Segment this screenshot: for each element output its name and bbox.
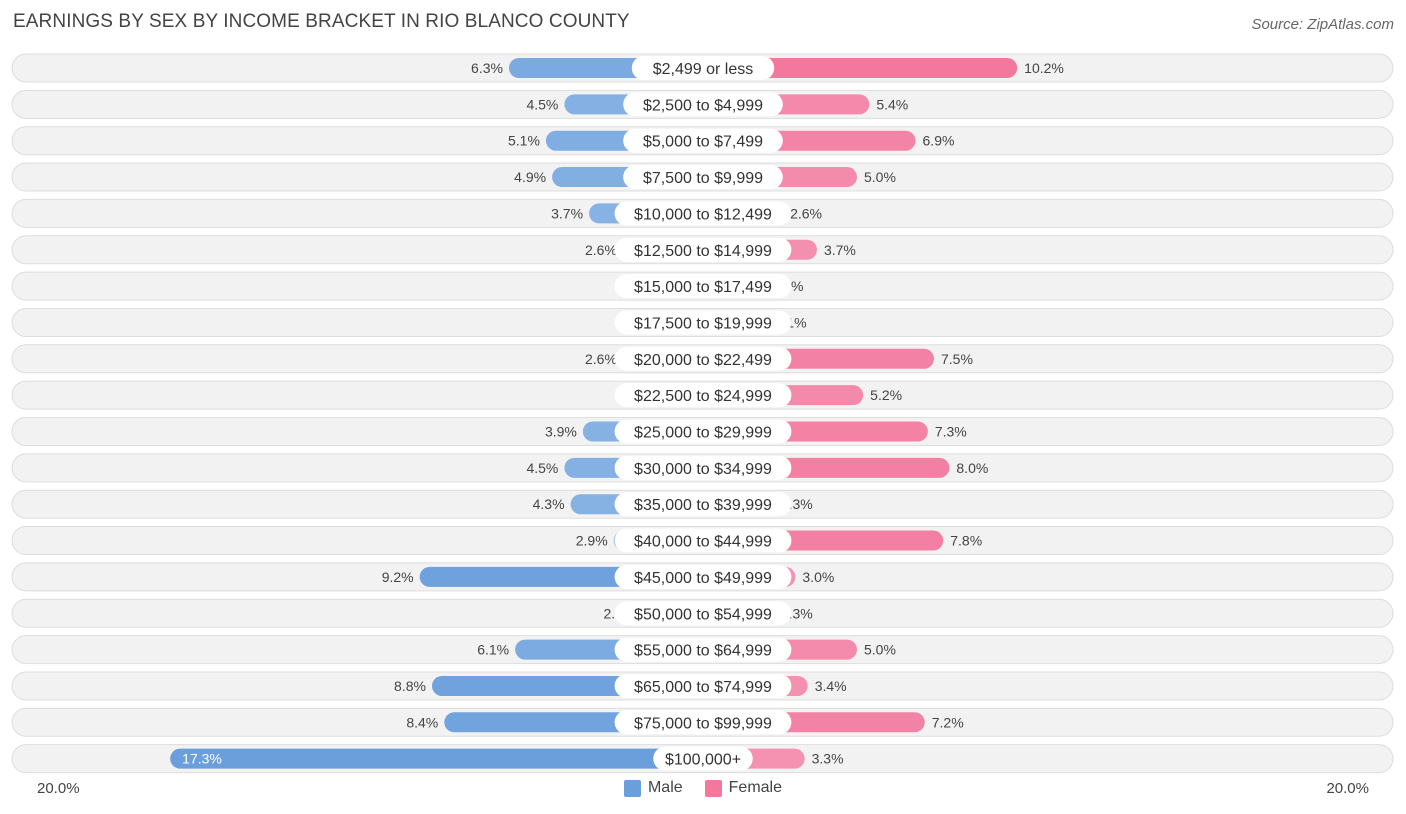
category-pill (614, 419, 792, 444)
legend: Male Female (0, 779, 1406, 797)
category-pill (614, 492, 792, 517)
legend-swatch-female (704, 779, 722, 797)
category-pill (614, 601, 792, 626)
category-pill (614, 274, 792, 299)
value-label-female: 7.2% (932, 714, 964, 730)
category-label: $40,000 to $44,999 (634, 534, 772, 551)
legend-label-male: Male (647, 779, 683, 796)
bar-male (170, 748, 703, 769)
value-label-female: 3.3% (812, 751, 844, 767)
value-label-male: 3.7% (551, 205, 583, 221)
category-pill (614, 710, 792, 735)
value-label-male: 3.9% (545, 424, 577, 440)
category-pill (623, 92, 783, 117)
category-pill (614, 237, 792, 262)
value-label-male: 5.1% (508, 133, 540, 149)
value-label-female: 6.9% (923, 133, 955, 149)
category-pill (614, 455, 792, 480)
category-pill (614, 564, 792, 589)
category-label: $5,000 to $7,499 (643, 134, 763, 151)
value-label-female: 2.6% (790, 205, 822, 221)
chart-title: EARNINGS BY SEX BY INCOME BRACKET IN RIO… (13, 11, 630, 32)
category-label: $17,500 to $19,999 (634, 315, 772, 332)
value-label-female: 5.4% (876, 96, 908, 112)
category-label: $55,000 to $64,999 (634, 643, 772, 660)
category-pill (614, 637, 792, 662)
category-label: $100,000+ (665, 752, 741, 769)
category-label: $10,000 to $12,499 (634, 206, 772, 223)
category-pill (614, 673, 792, 698)
category-pill (623, 165, 783, 190)
legend-label-female: Female (728, 779, 783, 796)
category-label: $2,500 to $4,999 (643, 97, 763, 114)
value-label-male: 6.3% (471, 60, 503, 76)
category-pill (631, 56, 775, 80)
legend-swatch-male (623, 779, 641, 797)
value-label-female: 3.7% (824, 242, 856, 258)
value-label-female: 3.4% (815, 678, 847, 694)
category-label: $65,000 to $74,999 (634, 679, 772, 696)
category-label: $20,000 to $22,499 (634, 352, 772, 369)
category-label: $50,000 to $54,999 (634, 606, 772, 623)
legend-item-male[interactable]: Male (623, 779, 683, 797)
category-label: $75,000 to $99,999 (634, 715, 772, 732)
category-label: $30,000 to $34,999 (634, 461, 772, 478)
value-label-male: 6.1% (477, 642, 509, 658)
value-label-male: 4.3% (533, 496, 565, 512)
legend-item-female[interactable]: Female (704, 779, 783, 797)
category-pill (614, 310, 792, 335)
value-label-male: 17.3% (182, 751, 222, 767)
source-credit: Source: ZipAtlas.com (1251, 16, 1394, 33)
value-label-male: 2.6% (585, 242, 617, 258)
category-pill (614, 346, 792, 371)
category-label: $12,500 to $14,999 (634, 243, 772, 260)
category-label: $35,000 to $39,999 (634, 497, 772, 514)
value-label-male: 9.2% (382, 569, 414, 585)
value-label-female: 5.0% (864, 642, 896, 658)
category-label: $15,000 to $17,499 (634, 279, 772, 296)
value-label-male: 8.4% (406, 714, 438, 730)
category-pill (653, 746, 753, 771)
value-label-female: 3.0% (802, 569, 834, 585)
value-label-male: 2.6% (585, 351, 617, 367)
category-pill (614, 528, 792, 553)
value-label-male: 2.9% (576, 533, 608, 549)
value-label-male: 4.5% (526, 96, 558, 112)
value-label-male: 4.5% (526, 460, 558, 476)
value-label-female: 7.3% (935, 424, 967, 440)
value-label-male: 8.8% (394, 678, 426, 694)
category-label: $2,499 or less (653, 61, 754, 78)
value-label-female: 7.5% (941, 351, 973, 367)
category-pill (614, 383, 792, 408)
value-label-female: 8.0% (956, 460, 988, 476)
category-label: $45,000 to $49,999 (634, 570, 772, 587)
value-label-female: 5.0% (864, 169, 896, 185)
category-label: $25,000 to $29,999 (634, 425, 772, 442)
bar-female (703, 58, 1018, 78)
axis-label-left: 20.0% (37, 780, 80, 797)
category-label: $22,500 to $24,999 (634, 388, 772, 405)
value-label-female: 5.2% (870, 387, 902, 403)
value-label-female: 10.2% (1024, 60, 1064, 76)
axis-label-right: 20.0% (1326, 780, 1369, 797)
value-label-female: 7.8% (950, 533, 982, 549)
category-pill (614, 201, 792, 226)
category-pill (623, 128, 783, 153)
category-label: $7,500 to $9,999 (643, 170, 763, 187)
value-label-male: 4.9% (514, 169, 546, 185)
